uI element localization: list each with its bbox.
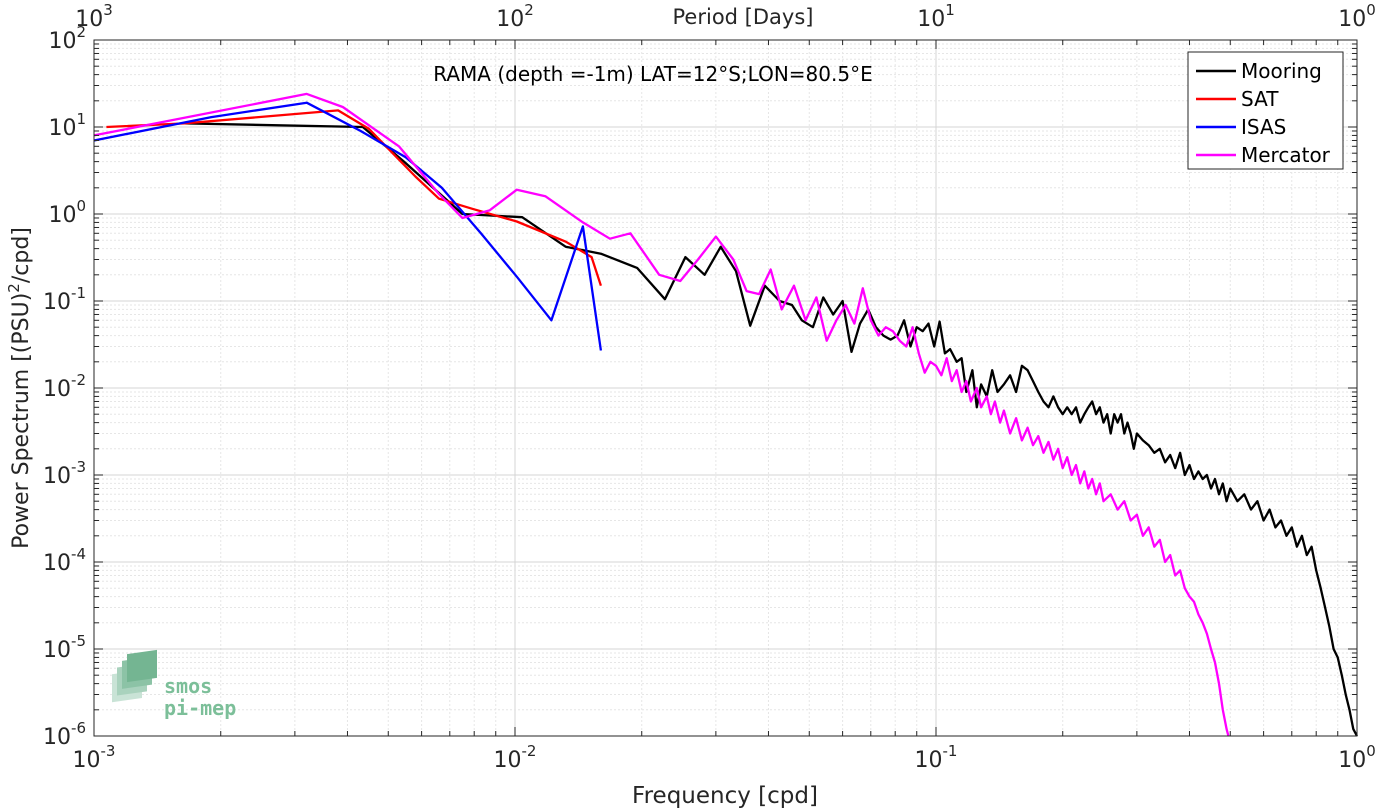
- y-tick-label-base: 10: [48, 203, 76, 228]
- y-tick-label: 100: [48, 197, 86, 228]
- x-tick-label-base: 10: [494, 748, 522, 773]
- top-tick-label-exponent: 0: [1366, 1, 1376, 19]
- legend-label-mooring: Mooring: [1241, 59, 1322, 83]
- y-tick-label-base: 10: [48, 29, 76, 54]
- y-axis-label-superscript: 2: [5, 283, 23, 293]
- y-tick-label-exponent: 1: [76, 110, 86, 128]
- y-tick-label-base: 10: [43, 377, 71, 402]
- x-tick-label-exponent: -2: [522, 742, 537, 760]
- ticks: 10-3 10-2 10-1 10010-610-510-410-310-210-11…: [43, 1, 1376, 773]
- grid: [93, 40, 1357, 737]
- y-axis-label-main: Power Spectrum [(PSU): [9, 293, 34, 549]
- x-axis-label: Frequency [cpd]: [632, 783, 818, 809]
- logo-layer-4: [127, 649, 157, 683]
- x-tick-label: 10-1: [915, 742, 958, 773]
- top-tick-label: 102: [496, 1, 534, 32]
- y-tick-label: 10-5: [43, 632, 86, 663]
- y-tick-label-exponent: 0: [76, 197, 86, 215]
- y-tick-label: 101: [48, 110, 86, 141]
- y-tick-label-base: 10: [43, 464, 71, 489]
- series-line-mercator: [93, 92, 1230, 737]
- y-tick-label: 102: [48, 23, 86, 54]
- y-tick-label: 10-2: [43, 371, 86, 402]
- series-lines: [93, 92, 1359, 737]
- top-tick-label: 100: [1338, 1, 1376, 32]
- y-tick-label-exponent: -3: [71, 458, 86, 476]
- x-tick-label-exponent: -1: [943, 742, 958, 760]
- y-tick-label-exponent: -2: [71, 371, 86, 389]
- series-line-sat: [106, 109, 602, 287]
- y-tick-label-exponent: -6: [71, 719, 86, 737]
- y-tick-label-exponent: -1: [71, 284, 86, 302]
- y-tick-label-base: 10: [48, 116, 76, 141]
- x-tick-label: 10-2: [494, 742, 537, 773]
- y-tick-label-exponent: 2: [76, 23, 86, 41]
- top-axis-label: Period [Days]: [673, 5, 814, 29]
- top-tick-label-base: 10: [75, 7, 103, 32]
- chart-title: RAMA (depth =-1m) LAT=12°S;LON=80.5°E: [433, 62, 872, 86]
- y-tick-label: 10-6: [43, 719, 86, 750]
- top-tick-label-base: 10: [496, 7, 524, 32]
- legend-label-isas: ISAS: [1241, 115, 1286, 139]
- x-tick-label: 100: [1338, 742, 1376, 773]
- y-tick-label: 10-4: [43, 545, 86, 576]
- y-tick-label-exponent: -4: [71, 545, 86, 563]
- x-tick-label-base: 10: [73, 748, 101, 773]
- legend-label-mercator: Mercator: [1241, 143, 1331, 167]
- y-axis-label: Power Spectrum [(PSU)2/cpd]: [5, 227, 34, 549]
- y-tick-label-base: 10: [43, 725, 71, 750]
- legend-label-sat: SAT: [1241, 87, 1279, 111]
- top-tick-label: 101: [917, 1, 955, 32]
- x-tick-label-exponent: 0: [1366, 742, 1376, 760]
- x-tick-label-base: 10: [1338, 748, 1366, 773]
- top-tick-label-base: 10: [917, 7, 945, 32]
- y-axis-label-tail: /cpd]: [9, 227, 34, 283]
- y-tick-label-base: 10: [43, 290, 71, 315]
- series-line-isas: [93, 101, 603, 351]
- x-tick-label-base: 10: [915, 748, 943, 773]
- top-tick-label-exponent: 1: [945, 1, 955, 19]
- y-tick-label: 10-1: [43, 284, 86, 315]
- x-tick-label-exponent: -3: [101, 742, 116, 760]
- y-tick-label-base: 10: [43, 638, 71, 663]
- series-line-mooring: [184, 122, 1359, 737]
- legend: Mooring SAT ISAS Mercator: [1187, 51, 1344, 170]
- top-tick-label: 103: [75, 1, 113, 32]
- top-tick-label-base: 10: [1338, 7, 1366, 32]
- logo-text-pimep: pi-mep: [164, 696, 236, 720]
- y-tick-label-base: 10: [43, 551, 71, 576]
- top-tick-label-exponent: 2: [524, 1, 534, 19]
- y-tick-label-exponent: -5: [71, 632, 86, 650]
- x-tick-label: 10-3: [73, 742, 116, 773]
- logo-text-smos: smos: [164, 674, 212, 698]
- top-tick-label-exponent: 3: [103, 1, 113, 19]
- smos-logo: smos pi-mep: [112, 649, 236, 720]
- y-tick-label: 10-3: [43, 458, 86, 489]
